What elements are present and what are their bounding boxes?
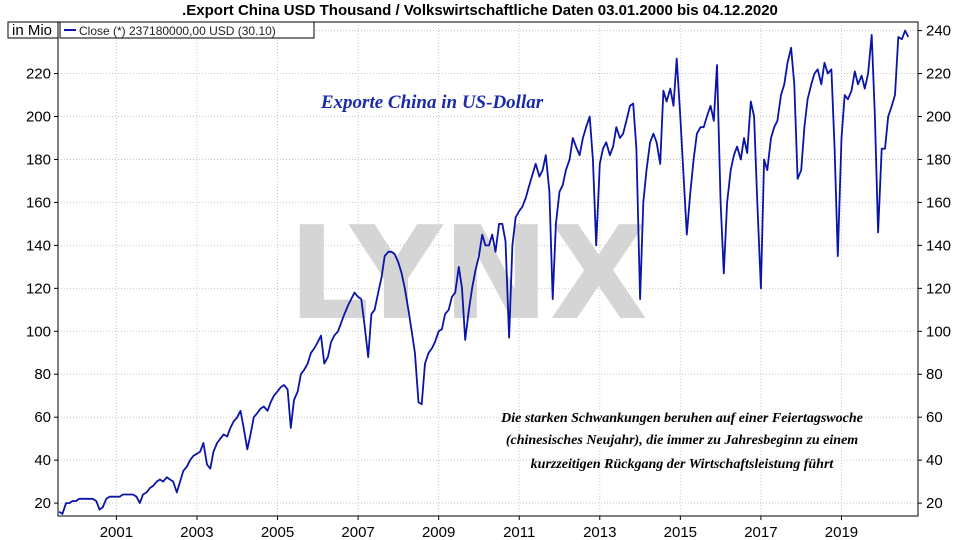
- y-tick-label-right: 20: [926, 495, 943, 512]
- annotation-note-line-3: kurzzeitigen Rückgang der Wirtschaftslei…: [531, 457, 835, 472]
- y-tick-label-right: 120: [926, 280, 951, 297]
- x-tick-label: 2011: [503, 524, 535, 540]
- legend-box: [59, 21, 315, 39]
- y-tick-label-left: 140: [26, 237, 51, 254]
- x-axis: 2001 2003 2005 2007 2009 2011 2013 2015 2017 2019: [100, 516, 858, 540]
- y-tick-label-right: 200: [926, 109, 951, 126]
- series-layer: [58, 29, 910, 515]
- watermark: LYNX: [288, 200, 648, 349]
- y-tick-label-right: 160: [926, 194, 951, 211]
- unit-label-box: in Mio: [7, 21, 59, 39]
- y-tick-label-left: 40: [34, 452, 51, 469]
- series-line-0: [58, 29, 910, 515]
- y-tick-label-right: 140: [926, 237, 951, 254]
- y-tick-label-left: 120: [26, 280, 51, 297]
- x-tick-label: 2001: [100, 524, 133, 540]
- chart-title: .Export China USD Thousand / Volkswirtsc…: [182, 2, 778, 19]
- y-tick-label-left: 20: [34, 495, 51, 512]
- y-tick-label-right: 100: [926, 323, 951, 340]
- legend-label: Close (*) 237180000,00 USD (30.10): [79, 24, 276, 38]
- y-tick-label-right: 180: [926, 151, 951, 168]
- y-tick-label-left: 180: [26, 151, 51, 168]
- x-tick-label: 2003: [180, 524, 213, 540]
- x-tick-label: 2015: [664, 524, 697, 540]
- annotation-note-line-1: Die starken Schwankungen beruhen auf ein…: [500, 411, 863, 426]
- x-tick-label: 2005: [261, 524, 294, 540]
- y-tick-label-right: 60: [926, 409, 943, 426]
- annotation-note-line-2: (chinesisches Neujahr), die immer zu Jah…: [506, 433, 858, 448]
- annotation-title: Exporte China in US-Dollar: [320, 92, 544, 113]
- legend: Close (*) 237180000,00 USD (30.10): [59, 21, 315, 39]
- x-tick-label: 2019: [825, 524, 858, 540]
- x-tick-label: 2013: [583, 524, 616, 540]
- y-tick-label-right: 220: [926, 66, 951, 83]
- y-tick-label-right: 240: [926, 23, 951, 40]
- x-tick-label: 2017: [744, 524, 777, 540]
- unit-label: in Mio: [12, 22, 52, 39]
- y-tick-label-left: 80: [34, 366, 51, 383]
- x-tick-label: 2007: [341, 524, 374, 540]
- y-axis-right: 20 40 60 80 100 120 140 160 180 200 220 240: [918, 23, 951, 512]
- plot-frame: [57, 21, 919, 517]
- y-tick-label-left: 160: [26, 194, 51, 211]
- y-tick-label-left: 60: [34, 409, 51, 426]
- y-tick-label-left: 200: [26, 109, 51, 126]
- y-tick-label-left: 220: [26, 66, 51, 83]
- y-tick-label-right: 80: [926, 366, 943, 383]
- y-tick-label-right: 40: [926, 452, 943, 469]
- x-tick-label: 2009: [422, 524, 455, 540]
- y-tick-label-left: 100: [26, 323, 51, 340]
